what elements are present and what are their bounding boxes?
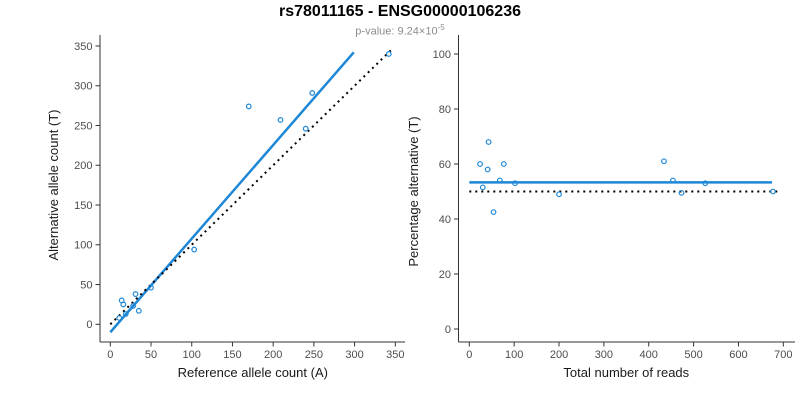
data-point (496, 177, 503, 184)
y-tick-label: 150 (74, 200, 92, 212)
percentage-scatter-panel: 0 100 200 300 400 500 600 700 0 20 40 60 80 100 (433, 35, 795, 361)
y-tick-label: 50 (80, 279, 92, 291)
data-point (302, 125, 309, 132)
x-tick-label: 50 (145, 349, 157, 361)
x-tick-label: 350 (386, 349, 404, 361)
data-point (385, 51, 392, 57)
y-tick-label: 0 (86, 319, 92, 331)
y-tick-label: 200 (74, 160, 92, 172)
data-point (116, 315, 123, 321)
x-tick-label: 300 (345, 349, 363, 361)
data-point (148, 284, 154, 291)
y-tick-label: 350 (74, 41, 92, 53)
data-point (130, 303, 137, 309)
x-tick-label: 0 (107, 349, 113, 361)
y-axis-label-right: Percentage alternative (T) (406, 116, 421, 266)
x-tick-label: 300 (595, 349, 613, 361)
page-title: rs78011165 - ENSG00000106236 (279, 3, 521, 20)
data-point (661, 158, 667, 165)
y-tick-label: 0 (445, 324, 451, 336)
x-tick-label: 200 (264, 349, 282, 361)
x-tick-label: 250 (305, 349, 323, 361)
data-point (670, 177, 676, 184)
data-point (770, 188, 776, 195)
pvalue-exponent: -5 (437, 23, 445, 32)
data-point (135, 307, 142, 314)
data-point (277, 117, 284, 123)
y-tick-label: 100 (74, 240, 92, 252)
pvalue-subtitle: p-value: 9.24×10-5 (0, 23, 800, 38)
y-tick-label: 100 (433, 49, 451, 61)
y-tick-label: 60 (439, 159, 451, 171)
x-axis-label-right: Total number of reads (563, 365, 689, 380)
x-tick-label: 700 (774, 349, 792, 361)
data-point (309, 90, 316, 96)
y-axis-label-left: Alternative allele count (T) (46, 109, 61, 260)
x-tick-label: 150 (223, 349, 241, 361)
data-point (191, 246, 198, 253)
allele-count-scatter-panel: 0 50 100 150 200 250 300 350 0 50 100 150 200 250 300 3… (74, 35, 405, 361)
y-tick-label: 250 (74, 120, 92, 132)
x-tick-label: 0 (466, 349, 472, 361)
regression-line (109, 51, 355, 334)
x-tick-label: 100 (183, 349, 201, 361)
x-tick-label: 200 (550, 349, 568, 361)
data-point (484, 166, 491, 173)
data-point (122, 311, 129, 317)
x-axis-label-left: Reference allele count (A) (178, 365, 328, 380)
data-point (132, 291, 139, 297)
y-tick-label: 300 (74, 81, 92, 93)
y-tick-label: 40 (439, 214, 451, 226)
data-point (490, 209, 497, 216)
data-point (702, 180, 709, 187)
x-tick-label: 600 (729, 349, 747, 361)
x-tick-label: 400 (640, 349, 658, 361)
pvalue-text: p-value: 9.24×10 (355, 25, 438, 38)
data-point (556, 191, 562, 198)
data-point (245, 103, 252, 110)
data-point (479, 184, 486, 191)
data-point (485, 139, 492, 145)
data-point (678, 189, 685, 196)
data-point (500, 161, 507, 167)
y-tick-label: 20 (439, 269, 451, 281)
x-tick-label: 500 (684, 349, 702, 361)
data-point (120, 301, 127, 308)
data-point (477, 161, 483, 167)
x-tick-label: 100 (505, 349, 523, 361)
y-tick-label: 80 (439, 104, 451, 116)
data-point (512, 180, 518, 187)
